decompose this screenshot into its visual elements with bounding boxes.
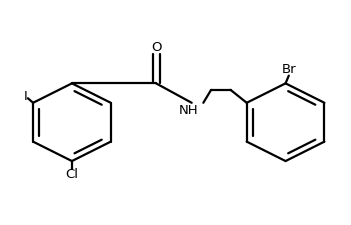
- Text: Cl: Cl: [65, 167, 78, 180]
- Text: NH: NH: [179, 104, 198, 117]
- Text: Br: Br: [282, 63, 296, 76]
- Text: I: I: [24, 90, 27, 103]
- Text: O: O: [151, 41, 161, 54]
